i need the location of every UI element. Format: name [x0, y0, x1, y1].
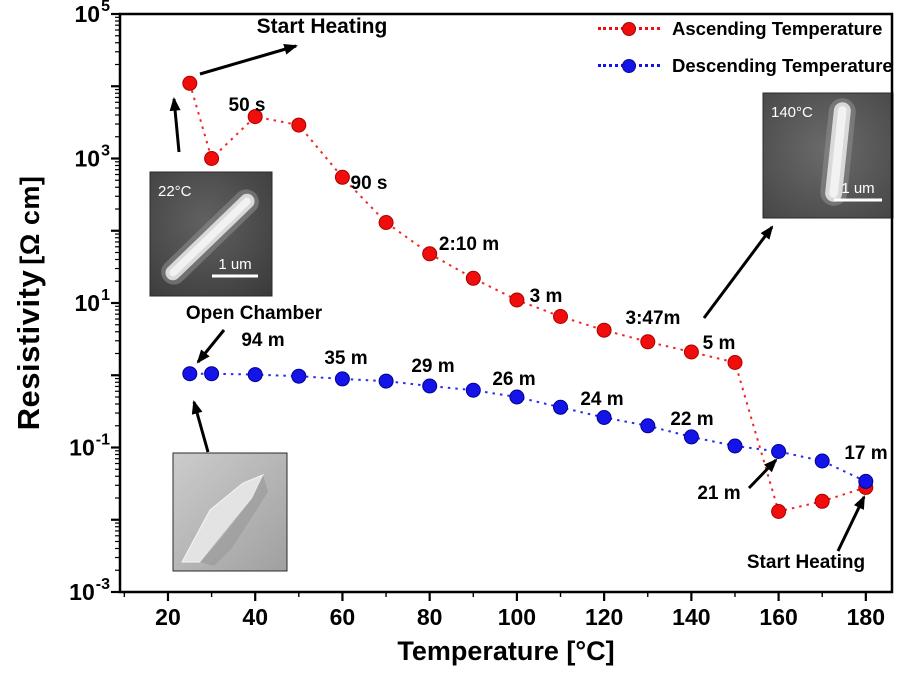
annotation-arrow: [702, 225, 774, 319]
data-point: [771, 444, 787, 459]
data-point: [182, 366, 198, 382]
annotation-text: 50 s: [229, 95, 266, 116]
annotation-text: 17 m: [844, 443, 887, 464]
data-point: [683, 429, 699, 445]
annotation-text: 26 m: [492, 369, 535, 390]
inset-sem-22c: 22°C 1 um: [149, 171, 273, 297]
data-point: [182, 75, 198, 91]
annotation-arrow: [191, 400, 210, 453]
scale-bar-label: 1 um: [841, 180, 874, 197]
data-point: [727, 355, 743, 370]
data-point: [596, 322, 612, 338]
annotation-text: 29 m: [411, 356, 454, 377]
x-tick-label: 160: [759, 604, 797, 630]
data-point: [247, 367, 263, 383]
annotation-text: 3 m: [530, 286, 563, 307]
data-point: [640, 334, 656, 350]
axes: 20 40 60 80 100 120 140 160 180 10-3 10-1 101 103 105: [69, 0, 894, 630]
data-point: [465, 270, 481, 286]
data-point: [204, 366, 220, 382]
data-series: [182, 75, 874, 519]
inset-temperature-label: 140°C: [771, 104, 813, 121]
annotation-arrows: [169, 43, 866, 552]
annotation-text: 94 m: [241, 330, 284, 351]
data-point: [509, 292, 525, 308]
data-point: [204, 151, 220, 166]
y-tick-label: 10-3: [69, 576, 110, 605]
blue-dot-icon: [622, 59, 636, 73]
x-tick-label: 80: [417, 604, 443, 630]
x-tick-label: 120: [585, 604, 623, 630]
nanowire-image: [820, 98, 856, 206]
legend-marker-ascending: [598, 22, 660, 36]
data-point: [814, 453, 830, 469]
data-point: [291, 368, 307, 384]
data-point: [509, 389, 525, 405]
data-point: [727, 438, 743, 454]
data-point: [334, 371, 350, 387]
inset-sem-tilt: [172, 452, 288, 572]
y-tick-label: 103: [75, 143, 111, 172]
annotation-text: 2:10 m: [439, 234, 499, 255]
annotation-arrow: [196, 329, 226, 364]
data-point: [814, 493, 830, 509]
legend-item-descending: Descending Temperature: [598, 51, 893, 81]
annotation-arrow: [169, 96, 181, 153]
annotation-text: Start Heating: [257, 15, 388, 38]
x-tick-label: 20: [155, 604, 181, 630]
data-point: [596, 410, 612, 425]
annotation-text: 90 s: [351, 173, 388, 194]
x-tick-label: 140: [672, 604, 710, 630]
legend-item-ascending: Ascending Temperature: [598, 14, 893, 44]
y-tick-label: 10-1: [69, 432, 110, 461]
sem-insets: 22°C 1 um 140°C 1 um: [149, 92, 894, 572]
annotation-text: 35 m: [324, 348, 367, 369]
data-point: [465, 382, 481, 398]
scale-bar-label: 1 um: [218, 256, 251, 273]
data-point: [858, 473, 874, 489]
annotation-arrow: [199, 43, 298, 76]
inset-temperature-label: 22°C: [158, 183, 192, 200]
annotation-arrow: [836, 495, 866, 552]
annotation-text: 3:47m: [626, 308, 681, 329]
legend-label-descending: Descending Temperature: [672, 55, 893, 76]
annotation-text: 22 m: [670, 409, 713, 430]
series-descending-temperature: [182, 366, 874, 489]
data-point: [378, 215, 394, 230]
data-point: [291, 117, 307, 133]
x-tick-label: 60: [330, 604, 356, 630]
x-tick-label: 40: [242, 604, 268, 630]
legend-label-ascending: Ascending Temperature: [672, 18, 883, 39]
data-point: [553, 399, 568, 415]
data-point: [553, 309, 568, 324]
legend: Ascending Temperature Descending Tempera…: [598, 14, 893, 81]
data-point: [683, 344, 699, 360]
annotation-text: Open Chamber: [186, 303, 323, 324]
annotation-text: Start Heating: [747, 552, 865, 573]
data-point: [422, 246, 438, 262]
annotation-text: 5 m: [703, 333, 736, 354]
x-axis-label: Temperature [°C]: [397, 636, 615, 666]
data-point: [422, 378, 438, 394]
legend-marker-descending: [598, 59, 660, 73]
annotation-arrow: [747, 458, 778, 490]
data-point: [247, 109, 263, 125]
nanowire-image: [161, 189, 259, 285]
annotation-labels: Start Heating 50 s 90 s 2:10 m 3 m 3:47m 5 m Op…: [186, 15, 888, 573]
annotation-text: 24 m: [580, 389, 623, 410]
data-point: [334, 169, 350, 185]
data-point: [640, 418, 656, 434]
red-dot-icon: [622, 22, 636, 36]
x-tick-label: 100: [498, 604, 536, 630]
data-point: [771, 504, 787, 519]
y-tick-label: 101: [75, 287, 111, 316]
annotation-text: 21 m: [697, 483, 740, 504]
data-point: [378, 373, 394, 389]
x-tick-label: 180: [847, 604, 885, 630]
inset-sem-140c: 140°C 1 um: [762, 92, 894, 219]
y-tick-label: 105: [75, 0, 111, 27]
